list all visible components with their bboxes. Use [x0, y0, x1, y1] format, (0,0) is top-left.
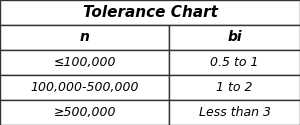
- Bar: [169, 75, 300, 100]
- Text: 100,000-500,000: 100,000-500,000: [31, 81, 139, 94]
- Text: 1 to 2: 1 to 2: [217, 81, 253, 94]
- Bar: [169, 50, 300, 75]
- Text: bi: bi: [227, 30, 242, 44]
- Bar: [0, 25, 169, 50]
- Bar: [0, 50, 169, 75]
- Bar: [0, 75, 169, 100]
- Text: Tolerance Chart: Tolerance Chart: [82, 5, 218, 20]
- Bar: [0, 100, 169, 125]
- Bar: [169, 100, 300, 125]
- Bar: [169, 25, 300, 50]
- Text: ≤100,000: ≤100,000: [53, 56, 116, 69]
- Text: n: n: [80, 30, 90, 44]
- Text: ≥500,000: ≥500,000: [53, 106, 116, 119]
- Bar: [0, 0, 300, 25]
- Text: Less than 3: Less than 3: [199, 106, 271, 119]
- Text: 0.5 to 1: 0.5 to 1: [211, 56, 259, 69]
